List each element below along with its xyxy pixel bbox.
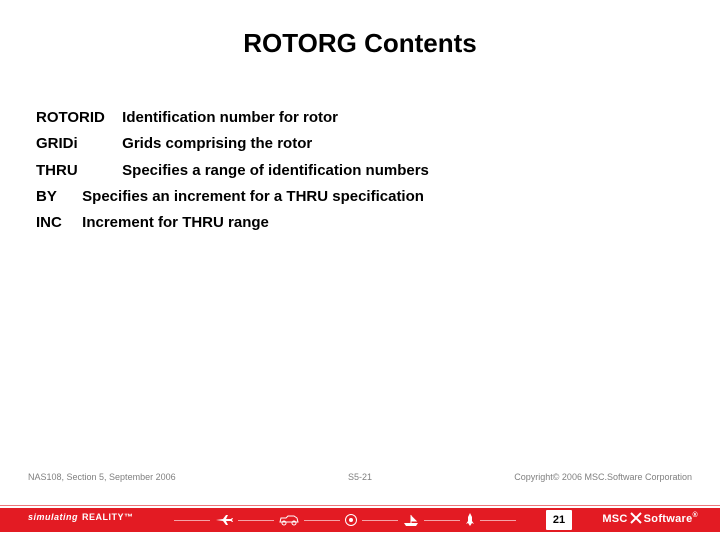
logo-reg: ® bbox=[693, 512, 698, 519]
definition-row: BY Specifies an increment for a THRU spe… bbox=[36, 187, 684, 207]
msc-software-logo: MSC Software® bbox=[602, 512, 698, 525]
simulating-word: simulating bbox=[28, 512, 78, 522]
term-by: BY bbox=[36, 187, 78, 207]
divider-line bbox=[480, 520, 516, 521]
divider-line bbox=[238, 520, 274, 521]
term-inc: INC bbox=[36, 213, 78, 233]
definition-row: GRIDi Grids comprising the rotor bbox=[36, 134, 684, 154]
target-icon bbox=[344, 513, 358, 527]
rocket-icon bbox=[464, 512, 476, 528]
footer-text: NAS108, Section 5, September 2006 S5-21 … bbox=[0, 472, 720, 488]
desc-inc: Increment for THRU range bbox=[82, 214, 269, 231]
divider-line bbox=[362, 520, 398, 521]
x-mark-icon bbox=[630, 512, 642, 524]
divider-line bbox=[174, 520, 210, 521]
term-gridi: GRIDi bbox=[36, 134, 118, 154]
desc-gridi: Grids comprising the rotor bbox=[122, 135, 312, 152]
definition-row: ROTORID Identification number for rotor bbox=[36, 108, 684, 128]
logo-msc: MSC bbox=[602, 513, 627, 525]
ship-icon bbox=[402, 513, 420, 527]
footer-redbar: simulating REALITY™ 21 MSC Software® bbox=[0, 500, 720, 540]
definition-row: INC Increment for THRU range bbox=[36, 213, 684, 233]
redbar-icons bbox=[170, 512, 520, 528]
page-number-box: 21 bbox=[546, 510, 572, 530]
desc-rotorid: Identification number for rotor bbox=[122, 109, 338, 126]
car-icon bbox=[278, 514, 300, 526]
slide-title: ROTORG Contents bbox=[0, 28, 720, 59]
definition-row: THRU Specifies a range of identification… bbox=[36, 161, 684, 181]
desc-thru: Specifies a range of identification numb… bbox=[122, 162, 429, 179]
divider-line bbox=[304, 520, 340, 521]
redbar-topline bbox=[0, 505, 720, 506]
footer-right: Copyright© 2006 MSC.Software Corporation bbox=[514, 472, 692, 482]
logo-software: Software bbox=[644, 513, 693, 525]
slide: ROTORG Contents ROTORID Identification n… bbox=[0, 0, 720, 540]
reality-word: REALITY™ bbox=[82, 512, 134, 522]
term-rotorid: ROTORID bbox=[36, 108, 118, 128]
divider-line bbox=[424, 520, 460, 521]
content-block: ROTORID Identification number for rotor … bbox=[36, 108, 684, 239]
term-thru: THRU bbox=[36, 161, 118, 181]
simulating-reality-tag: simulating REALITY™ bbox=[28, 512, 134, 522]
airplane-icon bbox=[214, 513, 234, 527]
desc-by: Specifies an increment for a THRU specif… bbox=[82, 188, 424, 205]
